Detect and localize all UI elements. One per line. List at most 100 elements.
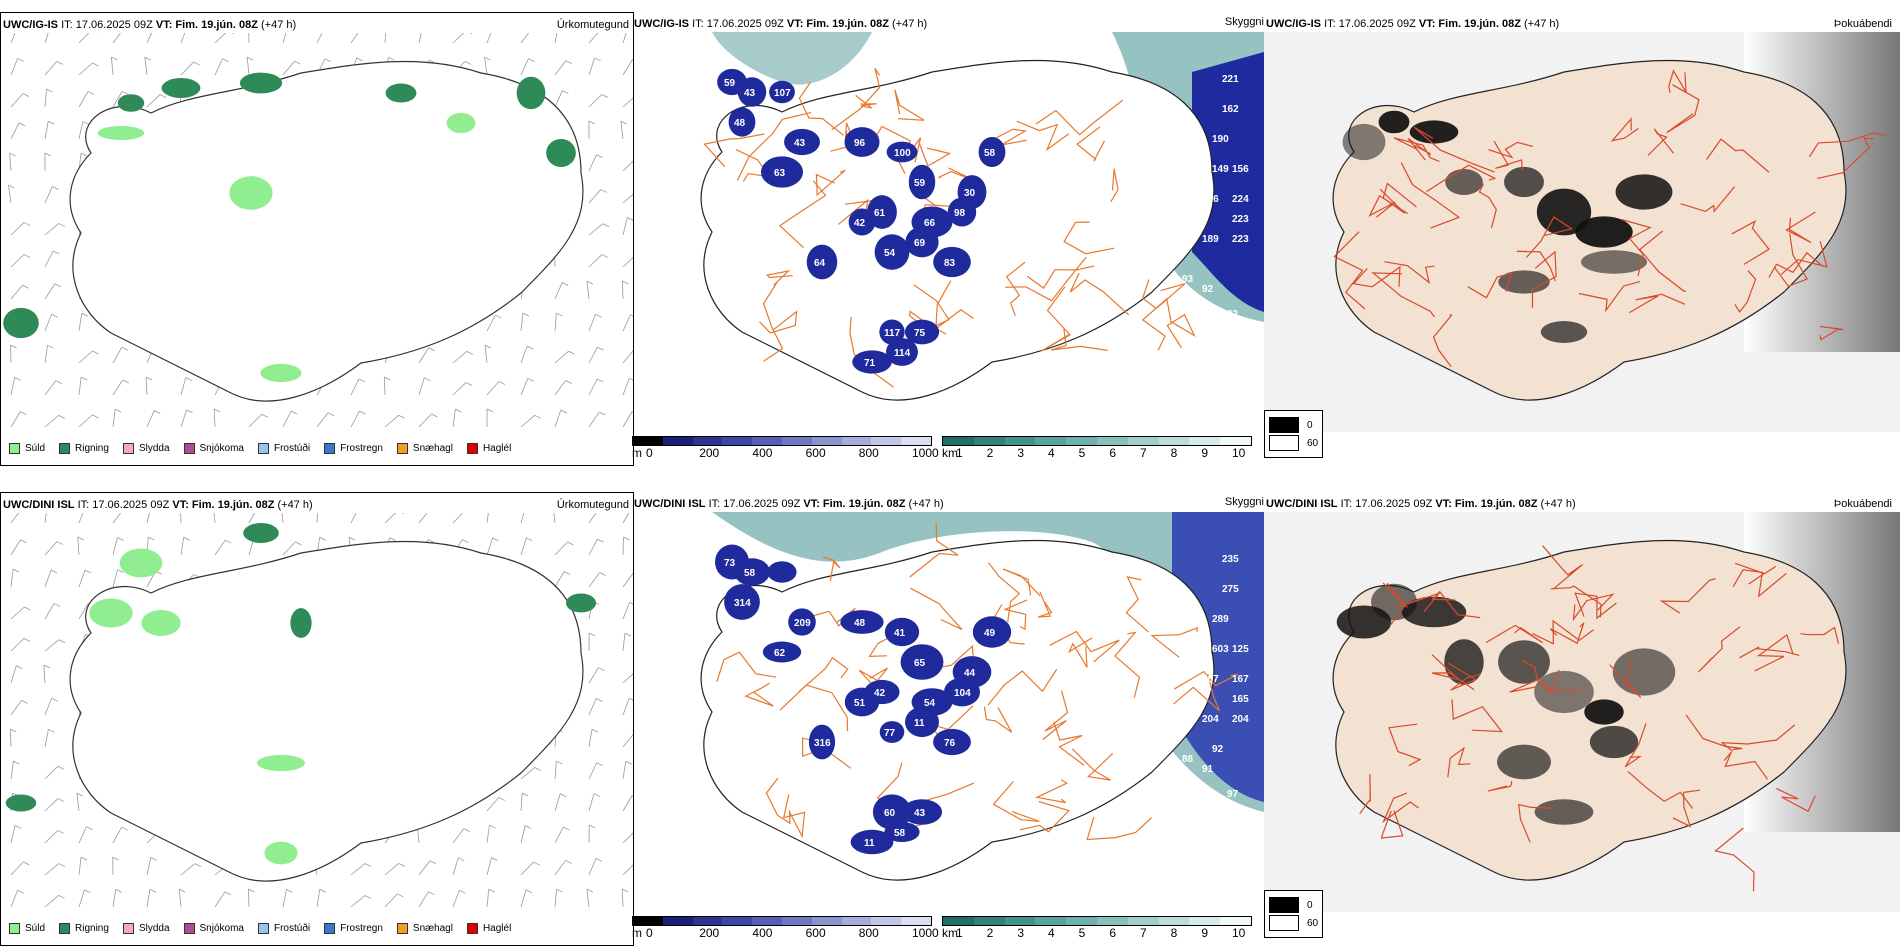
wind-barb-flag	[86, 826, 93, 830]
wind-barb-flag	[52, 186, 59, 190]
wind-barb-flag	[601, 94, 609, 98]
wind-barb-flag	[429, 860, 437, 865]
wind-barb	[520, 33, 530, 44]
wind-barb	[588, 667, 599, 684]
road	[1734, 562, 1777, 585]
wind-barb	[622, 97, 633, 108]
road	[1739, 646, 1800, 659]
road	[987, 669, 1058, 706]
low-cloud-area	[886, 338, 918, 366]
road	[1467, 272, 1513, 299]
road	[983, 706, 1013, 733]
wind-barb	[77, 537, 80, 556]
cloud-base-value: 204	[1202, 714, 1219, 725]
cloud-base-value: 98	[954, 208, 966, 219]
cloud-base-value: 42	[854, 218, 866, 229]
wind-barb	[588, 572, 600, 588]
scale-tick: 1	[956, 926, 963, 940]
road	[1447, 746, 1471, 778]
wind-barb	[44, 223, 60, 236]
wind-barb-flag	[486, 408, 494, 413]
scale-tick: 4	[1048, 926, 1055, 940]
wind-barb	[78, 91, 89, 108]
wind-barb	[282, 889, 287, 908]
cloud-base-value: 64	[814, 258, 826, 269]
precip-area	[5, 794, 37, 812]
wind-barb	[180, 537, 185, 556]
wind-barb	[383, 376, 386, 396]
road	[1026, 265, 1095, 289]
wind-barb-flag	[465, 382, 473, 386]
wind-barb	[112, 379, 124, 396]
wind-barb-flag	[319, 888, 326, 893]
wind-barb	[520, 345, 528, 364]
wind-barb	[78, 889, 85, 908]
legend-item: Snæhagl	[396, 443, 453, 454]
road	[1174, 670, 1239, 690]
wind-barb-flag	[81, 312, 89, 317]
precip-area	[257, 754, 305, 772]
precip-area	[546, 138, 576, 168]
wind-barb-flag	[384, 376, 391, 381]
legend-item: Frostregn	[324, 443, 383, 454]
road	[1768, 251, 1824, 278]
low-cloud-area	[872, 794, 912, 830]
wind-barb-flag	[47, 344, 54, 349]
wind-barb	[350, 895, 366, 908]
wind-barb-flag	[92, 414, 99, 419]
wind-barb-flag	[13, 760, 20, 765]
low-cloud-area	[808, 724, 836, 760]
precip-area	[243, 523, 279, 543]
cloud-base-value: 58	[744, 568, 756, 579]
cloud-dark-area	[1445, 168, 1483, 196]
scale-tick: 3	[1017, 926, 1025, 940]
road	[1542, 545, 1583, 590]
cloud-base-value: 93	[1197, 304, 1209, 315]
wind-barb-flag	[488, 888, 495, 893]
precip-area	[161, 78, 201, 98]
cloud-base-value: 61	[874, 208, 886, 219]
wind-barb-flag	[565, 860, 572, 864]
wind-barb-flag	[463, 828, 470, 832]
wind-barb-flag	[455, 408, 462, 413]
wind-barb	[554, 761, 557, 780]
wind-barb-flag	[56, 60, 63, 65]
wind-barb-flag	[231, 33, 235, 34]
wind-barb	[44, 863, 60, 876]
wind-barb-flag	[23, 254, 31, 258]
cloudcover-map	[1264, 32, 1900, 432]
road	[744, 682, 774, 707]
road	[1518, 803, 1553, 843]
wind-barb-flag	[57, 765, 64, 770]
wind-barb-flag	[327, 412, 335, 417]
scale-km: km 1 2 3 4 5 6 7 8 9 10	[942, 916, 1252, 940]
road	[822, 556, 841, 581]
wind-barb-flag	[563, 571, 571, 575]
wind-barb	[78, 62, 93, 76]
wind-barb-flag	[294, 60, 301, 65]
road	[1431, 654, 1475, 691]
wind-barb	[588, 94, 603, 108]
wind-barb-flag	[121, 826, 128, 831]
wind-barb	[520, 793, 523, 812]
precip-area	[239, 72, 283, 94]
road	[799, 656, 849, 692]
road	[1819, 325, 1844, 341]
road	[1698, 626, 1741, 673]
road	[1478, 183, 1497, 229]
road	[1531, 250, 1557, 308]
wind-barb-flag	[492, 537, 499, 542]
road	[1516, 250, 1556, 282]
road	[762, 281, 784, 362]
low-cloud-area	[905, 226, 939, 258]
cloud-base-value: 125	[1232, 644, 1249, 655]
scale-tick: 200	[699, 446, 720, 460]
wind-barb	[214, 891, 226, 908]
wind-barb-flag	[58, 639, 66, 644]
wind-barb	[146, 857, 152, 876]
road	[1706, 138, 1770, 173]
cloud-base-value: 43	[744, 88, 756, 99]
wind-barb-flag	[248, 888, 255, 893]
wind-barb	[588, 538, 598, 556]
road	[1448, 662, 1480, 691]
